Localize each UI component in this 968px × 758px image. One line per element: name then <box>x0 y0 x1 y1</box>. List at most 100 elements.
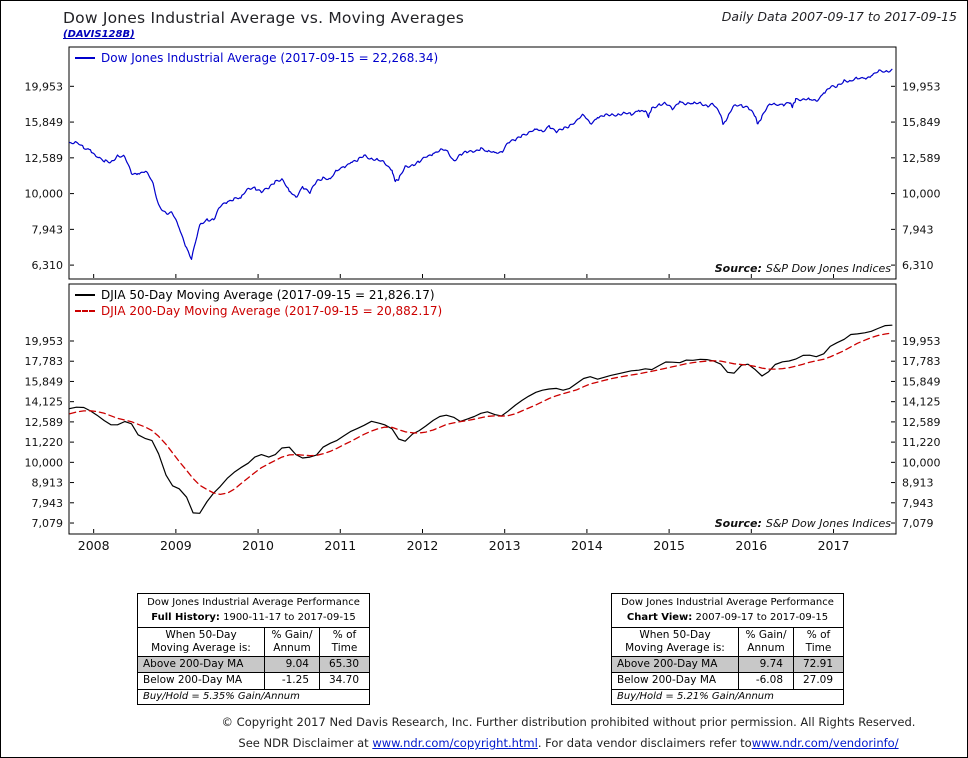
svg-text:8,913: 8,913 <box>902 477 934 490</box>
table-period-label: Chart View: <box>626 611 693 623</box>
table-title: Dow Jones Industrial Average Performance <box>136 593 371 611</box>
svg-text:10,000: 10,000 <box>25 456 64 469</box>
svg-text:2010: 2010 <box>242 538 274 553</box>
svg-text:11,220: 11,220 <box>902 436 941 449</box>
page-title: Dow Jones Industrial Average vs. Moving … <box>63 9 464 27</box>
svg-text:2014: 2014 <box>571 538 603 553</box>
svg-text:10,000: 10,000 <box>902 456 941 469</box>
table-period: Full History: 1900-11-17 to 2017-09-15 <box>136 610 371 628</box>
legend-ma50: DJIA 50-Day Moving Average (2017-09-15 =… <box>75 288 435 302</box>
table-row: Below 200-Day MA -1.25 34.70 <box>137 672 371 690</box>
vendorinfo-link[interactable]: www.ndr.com/vendorinfo/ <box>751 736 899 751</box>
col-header-condition: When 50-Day Moving Average is: <box>611 626 739 658</box>
table-title: Dow Jones Industrial Average Performance <box>610 593 845 611</box>
gain-value: 9.74 <box>738 656 794 674</box>
gain-value: -1.25 <box>264 672 320 690</box>
svg-text:12,589: 12,589 <box>902 152 941 165</box>
source-note-bottom: Source: S&P Dow Jones Indices <box>715 517 891 530</box>
gain-value: -6.08 <box>738 672 794 690</box>
col-header-time: % of Time <box>318 626 371 658</box>
source-value: S&P Dow Jones Indices <box>765 517 891 530</box>
svg-text:2017: 2017 <box>818 538 850 553</box>
svg-text:2013: 2013 <box>489 538 521 553</box>
table-row: Above 200-Day MA 9.74 72.91 <box>611 656 845 674</box>
svg-text:8,913: 8,913 <box>32 477 64 490</box>
ma50-line-sample <box>75 293 95 296</box>
svg-text:19,953: 19,953 <box>25 335 64 348</box>
svg-text:17,783: 17,783 <box>25 355 64 368</box>
chart-id-link[interactable]: (DAVIS128B) <box>63 29 135 40</box>
performance-table-chart-view: Dow Jones Industrial Average Performance… <box>610 593 845 705</box>
col-header-time: % of Time <box>792 626 845 658</box>
source-label: Source: <box>714 517 762 530</box>
row-label: Below 200-Day MA <box>137 672 265 690</box>
svg-text:15,849: 15,849 <box>25 375 64 388</box>
svg-text:19,953: 19,953 <box>25 80 64 93</box>
djia-moving-averages-chart: 7,079 7,079 7,943 7,943 8,913 8,913 10,000 10,0… <box>25 283 941 553</box>
svg-text:14,125: 14,125 <box>25 396 64 409</box>
legend-ma200-label: DJIA 200-Day Moving Average (2017-09-15 … <box>101 304 443 318</box>
date-range-label: Daily Data 2007-09-17 to 2017-09-15 <box>721 9 957 24</box>
col-header-gain: % Gain/ Annum <box>738 626 794 658</box>
copyright-link[interactable]: www.ndr.com/copyright.html <box>372 736 538 751</box>
djia-line-sample <box>75 56 95 59</box>
svg-text:7,079: 7,079 <box>32 517 64 530</box>
svg-text:2016: 2016 <box>735 538 767 553</box>
svg-text:14,125: 14,125 <box>902 396 941 409</box>
source-label: Source: <box>714 262 762 275</box>
svg-text:10,000: 10,000 <box>902 188 941 201</box>
col-header-condition: When 50-Day Moving Average is: <box>137 626 265 658</box>
svg-text:17,783: 17,783 <box>902 355 941 368</box>
legend-djia: Dow Jones Industrial Average (2017-09-15… <box>75 51 438 65</box>
table-footer: Buy/Hold = 5.21% Gain/Annum <box>610 688 845 705</box>
legend-ma200: DJIA 200-Day Moving Average (2017-09-15 … <box>75 304 442 318</box>
source-value: S&P Dow Jones Indices <box>765 262 891 275</box>
gain-value: 9.04 <box>264 656 320 674</box>
svg-text:7,943: 7,943 <box>902 497 934 510</box>
time-value: 34.70 <box>318 672 371 690</box>
svg-text:2015: 2015 <box>653 538 685 553</box>
svg-text:15,849: 15,849 <box>902 116 941 129</box>
svg-text:12,589: 12,589 <box>902 416 941 429</box>
table-row: Below 200-Day MA -6.08 27.09 <box>611 672 845 690</box>
svg-text:7,943: 7,943 <box>32 223 64 236</box>
time-value: 72.91 <box>792 656 845 674</box>
time-value: 27.09 <box>792 672 845 690</box>
col-header-gain: % Gain/ Annum <box>264 626 320 658</box>
legend-djia-label: Dow Jones Industrial Average (2017-09-15… <box>101 51 439 65</box>
copyright-footer: © Copyright 2017 Ned Davis Research, Inc… <box>176 712 961 755</box>
svg-text:2008: 2008 <box>78 538 110 553</box>
row-label: Above 200-Day MA <box>137 656 265 674</box>
time-value: 65.30 <box>318 656 371 674</box>
djia-price-chart: 6,310 6,310 7,943 7,943 10,000 10,000 12,589 12… <box>25 46 941 280</box>
svg-text:7,943: 7,943 <box>32 497 64 510</box>
table-period-label: Full History: <box>151 611 220 623</box>
svg-text:6,310: 6,310 <box>902 259 934 272</box>
svg-text:19,953: 19,953 <box>902 80 941 93</box>
table-footer: Buy/Hold = 5.35% Gain/Annum <box>136 688 371 705</box>
svg-text:15,849: 15,849 <box>25 116 64 129</box>
copyright-line: © Copyright 2017 Ned Davis Research, Inc… <box>221 715 916 729</box>
svg-text:19,953: 19,953 <box>902 335 941 348</box>
svg-text:15,849: 15,849 <box>902 375 941 388</box>
ma200-line-sample <box>75 309 95 312</box>
row-label: Below 200-Day MA <box>611 672 739 690</box>
legend-ma50-label: DJIA 50-Day Moving Average (2017-09-15 =… <box>101 288 435 302</box>
svg-text:7,943: 7,943 <box>902 223 934 236</box>
table-period: Chart View: 2007-09-17 to 2017-09-15 <box>610 610 845 628</box>
performance-table-full-history: Dow Jones Industrial Average Performance… <box>136 593 371 705</box>
svg-text:12,589: 12,589 <box>25 152 64 165</box>
table-period-value: 2007-09-17 to 2017-09-15 <box>695 611 829 623</box>
svg-text:2009: 2009 <box>160 538 192 553</box>
disclaimer-line: See NDR Disclaimer at www.ndr.com/copyri… <box>238 736 899 751</box>
svg-text:10,000: 10,000 <box>25 188 64 201</box>
svg-text:2011: 2011 <box>324 538 356 553</box>
svg-text:12,589: 12,589 <box>25 416 64 429</box>
svg-text:7,079: 7,079 <box>902 517 934 530</box>
svg-text:2012: 2012 <box>407 538 439 553</box>
source-note-top: Source: S&P Dow Jones Indices <box>715 262 891 275</box>
svg-text:6,310: 6,310 <box>32 259 64 272</box>
table-period-value: 1900-11-17 to 2017-09-15 <box>223 611 356 623</box>
svg-text:11,220: 11,220 <box>25 436 64 449</box>
